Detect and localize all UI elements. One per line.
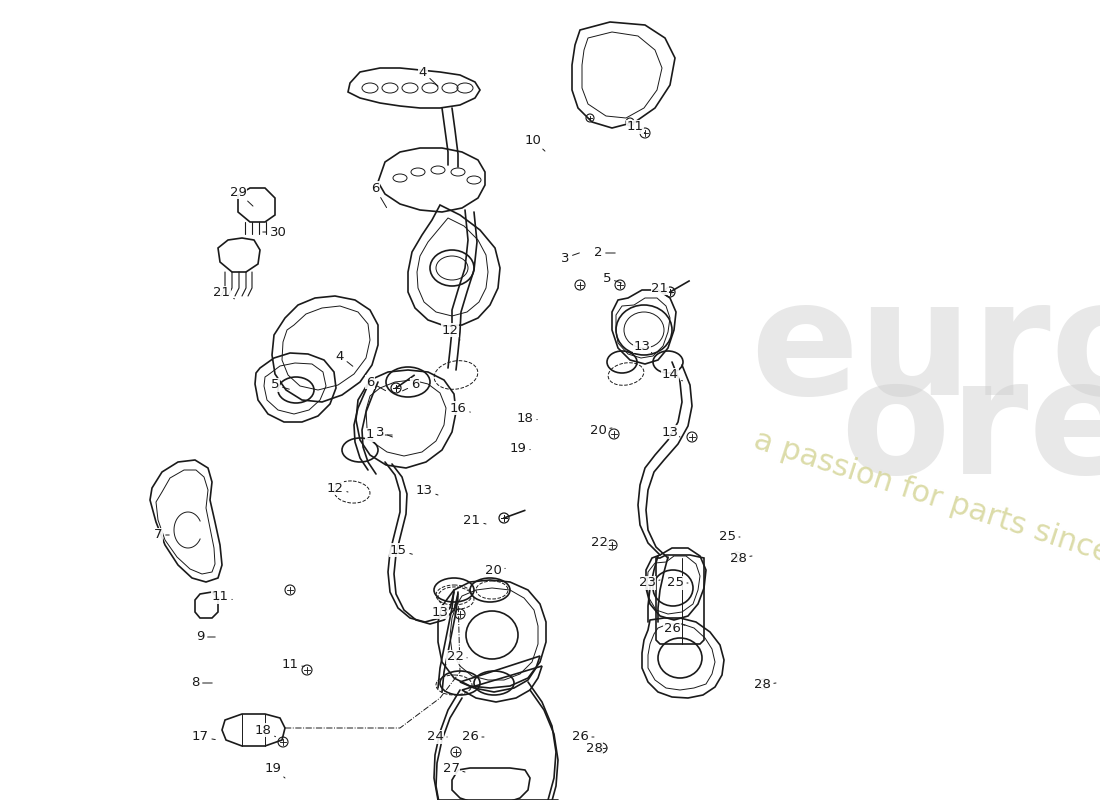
Text: 2: 2 [594, 246, 615, 259]
Text: 19: 19 [265, 762, 285, 778]
Text: 4: 4 [336, 350, 353, 366]
Text: 13: 13 [634, 339, 652, 353]
Text: 15: 15 [389, 543, 412, 557]
Text: 29: 29 [230, 186, 253, 206]
Text: 14: 14 [661, 369, 682, 382]
Text: 21: 21 [213, 286, 234, 299]
Text: 16: 16 [450, 402, 471, 414]
Text: 3: 3 [376, 426, 393, 438]
Text: 23: 23 [638, 577, 660, 590]
Text: 5: 5 [603, 271, 622, 285]
Text: 22: 22 [447, 650, 468, 663]
Text: 9: 9 [196, 630, 216, 643]
Text: 25: 25 [667, 577, 688, 590]
Text: 7: 7 [154, 529, 169, 542]
Text: 1: 1 [365, 429, 393, 442]
Text: 26: 26 [462, 730, 484, 743]
Text: 11: 11 [282, 658, 305, 670]
Text: 13: 13 [431, 606, 452, 618]
Text: 30: 30 [263, 226, 286, 238]
Text: 6: 6 [366, 375, 386, 390]
Text: ores: ores [840, 353, 1100, 507]
Text: 25: 25 [718, 530, 740, 543]
Text: 4: 4 [419, 66, 438, 86]
Text: 17: 17 [191, 730, 216, 743]
Text: 26: 26 [663, 622, 685, 634]
Text: 20: 20 [590, 423, 612, 437]
Text: 26: 26 [572, 730, 594, 743]
Text: 6: 6 [403, 378, 419, 391]
Text: 27: 27 [442, 762, 465, 774]
Text: 19: 19 [509, 442, 530, 454]
Text: 24: 24 [427, 730, 448, 743]
Text: 22: 22 [592, 535, 612, 549]
Text: 28: 28 [729, 551, 752, 565]
Text: 20: 20 [485, 563, 505, 577]
Text: 13: 13 [416, 483, 438, 497]
Text: 3: 3 [561, 251, 580, 265]
Text: 10: 10 [525, 134, 544, 151]
Text: 8: 8 [190, 677, 212, 690]
Text: a passion for parts since 1985: a passion for parts since 1985 [750, 425, 1100, 595]
Text: 6: 6 [371, 182, 386, 208]
Text: 11: 11 [211, 590, 232, 603]
Text: europ: europ [750, 273, 1100, 427]
Text: 12: 12 [441, 323, 460, 340]
Text: 21: 21 [651, 282, 672, 294]
Text: 11: 11 [627, 121, 645, 134]
Text: 28: 28 [754, 678, 776, 691]
Text: 12: 12 [327, 482, 348, 494]
Text: 13: 13 [661, 426, 680, 438]
Text: 21: 21 [463, 514, 486, 526]
Text: 18: 18 [517, 411, 537, 425]
Text: 28: 28 [585, 742, 607, 754]
Text: 18: 18 [254, 723, 276, 737]
Text: 5: 5 [271, 378, 289, 391]
